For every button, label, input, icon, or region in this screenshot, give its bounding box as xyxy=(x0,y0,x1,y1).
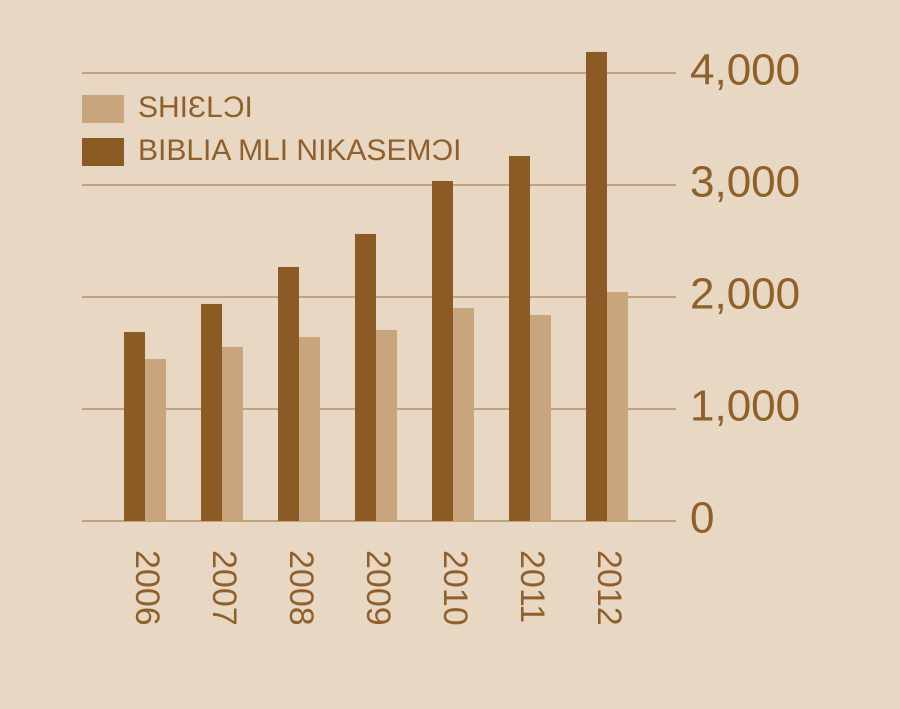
bar xyxy=(278,266,299,521)
x-tick-label: 2011 xyxy=(513,550,551,623)
y-tick-label: 4,000 xyxy=(690,46,800,95)
x-tick-label: 2007 xyxy=(205,550,243,626)
legend-label: SHIƐLƆI xyxy=(138,91,253,124)
bar xyxy=(124,332,145,521)
legend-label: BIBLIA MLI NIKASEMƆI xyxy=(138,134,461,167)
y-tick-label: 1,000 xyxy=(690,382,800,431)
bar xyxy=(530,315,551,521)
bar xyxy=(453,307,474,521)
bar xyxy=(509,155,530,521)
x-tick-label: 2009 xyxy=(359,550,397,626)
bar xyxy=(376,330,397,521)
x-tick-label: 2010 xyxy=(436,550,474,626)
bar xyxy=(607,291,628,521)
bar xyxy=(299,336,320,521)
legend-swatch xyxy=(82,95,124,123)
bar xyxy=(201,303,222,521)
x-tick-label: 2008 xyxy=(282,550,320,626)
legend-swatch xyxy=(82,138,124,166)
bar xyxy=(222,346,243,521)
y-tick-label: 0 xyxy=(690,494,714,543)
bar xyxy=(355,233,376,521)
bar xyxy=(145,359,166,521)
y-tick-label: 3,000 xyxy=(690,158,800,207)
x-tick-label: 2012 xyxy=(590,550,628,626)
x-tick-label: 2006 xyxy=(128,550,166,626)
bar xyxy=(586,51,607,521)
bar xyxy=(432,180,453,521)
y-tick-label: 2,000 xyxy=(690,270,800,319)
